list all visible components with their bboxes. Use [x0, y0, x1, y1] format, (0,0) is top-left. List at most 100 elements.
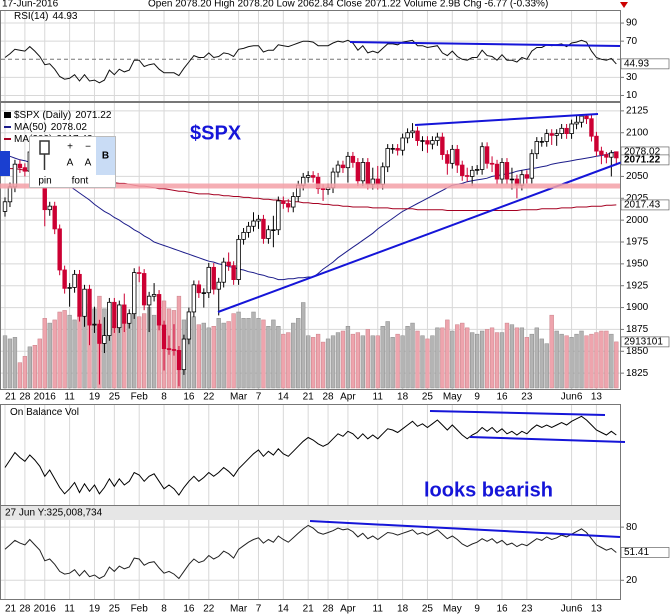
volume-bar	[400, 335, 405, 389]
volume-bar	[410, 322, 415, 389]
x-tick-label: Apr	[340, 604, 356, 615]
candle-body	[420, 140, 425, 142]
trend-line	[349, 41, 621, 47]
x-tick-label: 7	[256, 604, 262, 615]
x-tick-label: Jun6	[561, 604, 583, 615]
y-tick-label: 2025	[626, 193, 649, 204]
legend-swatch	[4, 112, 11, 118]
candle-body	[122, 304, 127, 324]
volume-bar	[614, 341, 619, 389]
volume-bar	[72, 319, 77, 389]
y-tick-label: 90	[626, 18, 638, 29]
icon[interactable]: A	[67, 158, 74, 169]
volume-bar	[355, 332, 361, 389]
candle-body	[2, 201, 8, 212]
x-tick-label: 28	[322, 604, 334, 615]
candle-body	[236, 238, 241, 280]
volume-bar	[509, 324, 515, 389]
volume-bar	[176, 295, 182, 389]
volume-bar	[271, 319, 276, 389]
candle-body	[594, 135, 599, 152]
x-tick-label: 2016	[34, 392, 57, 403]
volume-bar	[609, 333, 614, 389]
pin-label[interactable]: pin	[38, 176, 51, 187]
volume-bar	[455, 324, 460, 389]
volume-bar	[360, 335, 365, 389]
value-box	[620, 336, 670, 348]
x-tick-label: 18	[397, 392, 409, 403]
volume-bar	[380, 326, 385, 389]
bold-icon[interactable]: B	[102, 151, 109, 162]
icon[interactable]: +	[67, 142, 73, 153]
candle-body	[380, 166, 385, 185]
y-tick-label: 80	[626, 522, 638, 533]
header-quote: Open 2078.20 High 2078.20 Low 2062.84 Cl…	[148, 0, 548, 10]
candle-body	[479, 146, 485, 170]
x-tick-label: 9	[474, 392, 480, 403]
y-tick-label: 2000	[626, 215, 649, 226]
candle-body	[226, 261, 231, 267]
volume-bar	[112, 326, 117, 389]
candle-body	[156, 294, 162, 326]
y-tick-label: 30	[626, 72, 638, 83]
volume-bar	[77, 314, 82, 389]
x-tick-label: 21	[5, 604, 17, 615]
value-box	[620, 58, 670, 70]
candle-body	[57, 228, 62, 271]
candle-body	[335, 164, 341, 173]
candle-body	[286, 203, 291, 208]
candle-body	[499, 162, 505, 180]
x-tick-label: 22	[203, 604, 215, 615]
candle-body	[216, 281, 221, 290]
toolbar-tab[interactable]	[0, 151, 10, 176]
volume-bar	[320, 341, 326, 389]
candle-body	[206, 266, 211, 294]
volume-bar	[569, 337, 574, 389]
legend-name: MA(50)	[14, 122, 47, 133]
volume-bar	[450, 330, 455, 389]
volume-bar	[405, 326, 410, 389]
x-tick-label: 14	[278, 392, 290, 403]
icon[interactable]: −	[85, 142, 91, 153]
toolbar: pin + − A A B font	[0, 136, 116, 188]
volume-bar	[539, 338, 544, 389]
candle-body	[440, 136, 445, 155]
volume-bar	[579, 330, 584, 389]
y-tick-label: 1825	[626, 368, 649, 379]
x-tick-label: 21	[303, 392, 315, 403]
candle-body	[62, 269, 67, 289]
legend-value: 44.93	[52, 11, 77, 22]
volume-bar	[375, 335, 380, 389]
bold-button[interactable]	[96, 137, 115, 175]
tooltip-bar	[1, 506, 620, 520]
candle-body	[415, 130, 420, 141]
volume-bar	[315, 333, 321, 389]
icon[interactable]: A	[85, 158, 92, 169]
legend-name: On Balance Vol	[10, 407, 79, 418]
volume-bar	[534, 327, 539, 389]
volume-bar	[12, 337, 18, 389]
candle-body	[320, 188, 326, 190]
volume-bar	[435, 327, 440, 389]
pin-icon[interactable]	[39, 140, 50, 170]
value-label: 2017.43	[624, 200, 661, 211]
y-tick-label: 1850	[626, 346, 649, 357]
volume-bar	[465, 327, 470, 389]
annotation: $SPX	[190, 122, 242, 144]
volume-bar	[137, 316, 142, 389]
x-tick-label: 19	[89, 604, 101, 615]
font-label[interactable]: font	[72, 176, 89, 187]
candle-body	[310, 175, 316, 178]
volume-bar	[574, 333, 579, 389]
rsi-frame	[0, 10, 621, 102]
candle-body	[474, 169, 480, 171]
candle-body	[82, 288, 87, 317]
volume-bar	[460, 322, 465, 389]
legend-value: 2078.02	[51, 122, 88, 133]
trend-line	[469, 436, 626, 443]
legend: RSI(14) 44.93	[14, 11, 78, 22]
candle-body	[395, 148, 400, 151]
volume-bar	[62, 310, 67, 389]
candle-body	[435, 136, 440, 141]
x-tick-label: 28	[19, 604, 31, 615]
